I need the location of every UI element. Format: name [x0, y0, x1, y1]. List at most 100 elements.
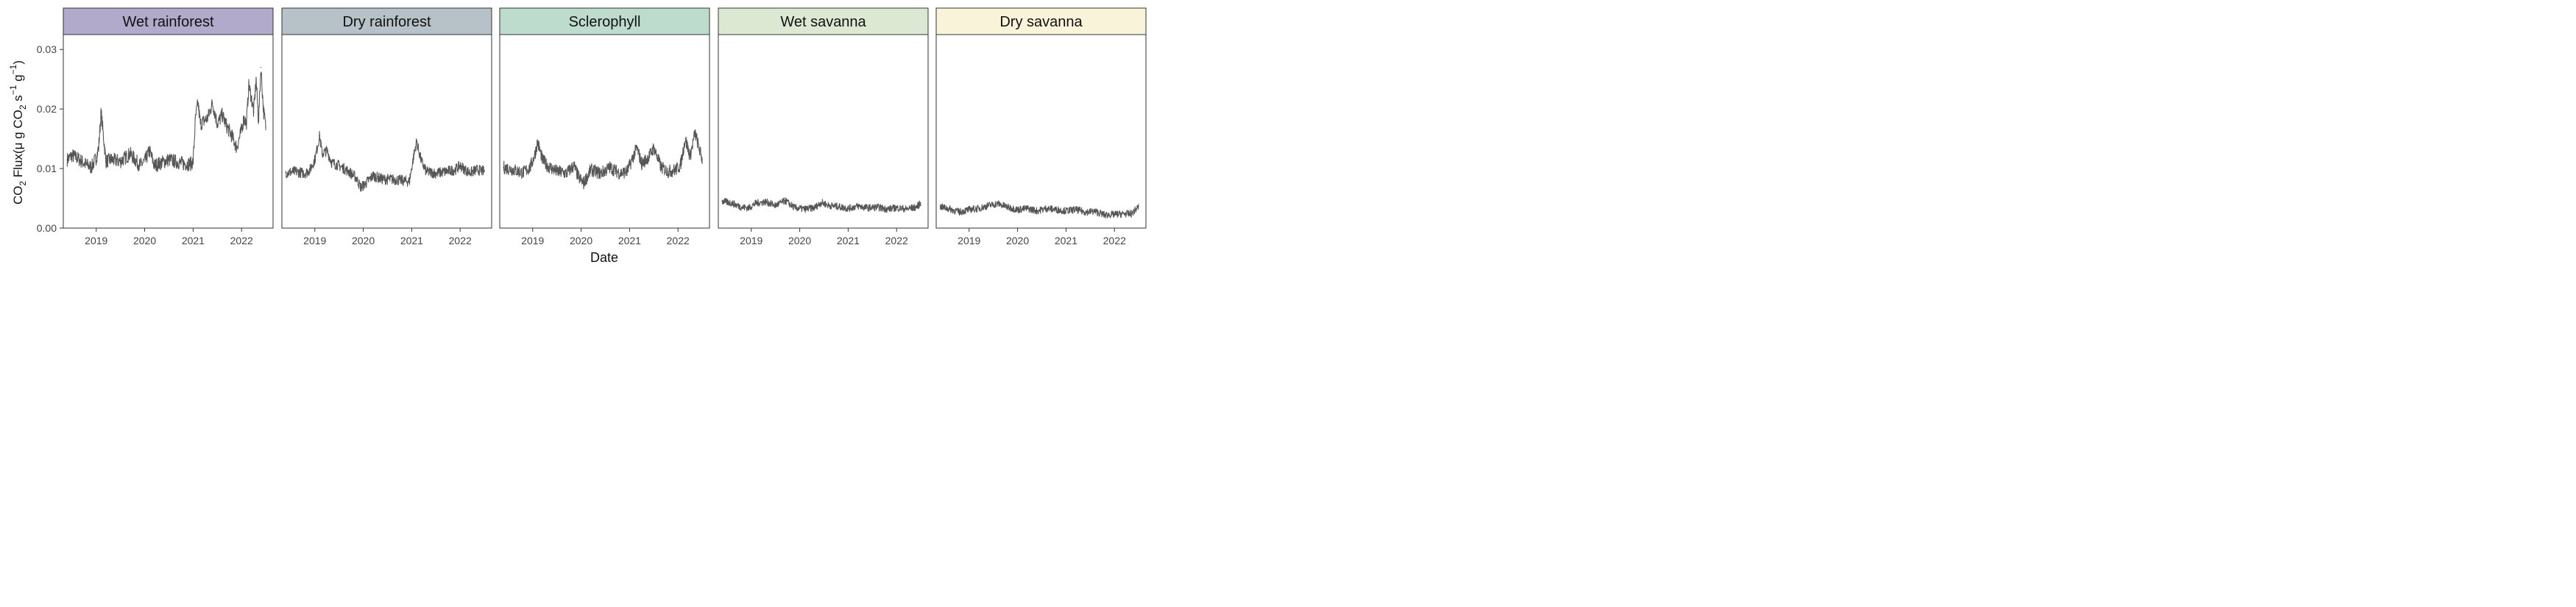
data-point [701, 159, 703, 160]
data-point [631, 159, 633, 160]
facet-panel: Dry savanna 2019 2020 2021 2022 [935, 7, 1147, 246]
data-point [675, 169, 676, 171]
x-tick-label: 2021 [837, 235, 860, 246]
data-point [821, 202, 822, 203]
data-point [253, 111, 255, 113]
y-tick-label: 0.01 [37, 163, 57, 174]
data-point [537, 141, 538, 143]
facet-panel: Dry rainforest 2019 2020 2021 2022 [281, 7, 492, 246]
data-point [546, 165, 548, 166]
y-axis-title-part: 2 [18, 181, 28, 186]
data-point [641, 163, 643, 165]
data-point [794, 207, 796, 209]
x-tick-label: 2022 [667, 235, 690, 246]
data-point [648, 156, 650, 157]
data-point [529, 166, 531, 168]
facet-panel: Sclerophyll 2019 2020 2021 2022 [499, 7, 710, 246]
plot-panel [935, 34, 1147, 229]
x-tick-label: 2022 [449, 235, 472, 246]
facet-strip-label: Sclerophyll [569, 14, 641, 30]
x-tick-label: 2022 [230, 235, 253, 246]
data-point [857, 205, 859, 207]
data-point [71, 155, 73, 156]
data-point [660, 166, 662, 168]
data-point [1114, 213, 1115, 215]
data-point [192, 160, 194, 162]
data-point [1085, 211, 1086, 213]
data-point [566, 172, 567, 174]
series-line [66, 71, 266, 174]
data-point [250, 96, 252, 98]
series-line [939, 200, 1139, 219]
data-point [81, 160, 82, 162]
facet-strip-label: Wet rainforest [122, 14, 214, 30]
x-tick-label: 2019 [958, 235, 980, 246]
data-point [590, 169, 592, 171]
data-point [775, 205, 776, 206]
x-tick-label: 2022 [1103, 235, 1126, 246]
facet-strip-label: Wet savanna [780, 14, 866, 30]
y-axis-title-part: 2 [18, 104, 28, 110]
data-point [120, 160, 121, 162]
data-point [66, 159, 68, 160]
x-tick-label: 2021 [400, 235, 423, 246]
data-point [573, 165, 575, 166]
data-point [445, 171, 447, 172]
data-point [534, 153, 536, 155]
data-point [408, 181, 410, 182]
data-point [1046, 207, 1047, 209]
facet-strip-label: Dry rainforest [342, 14, 431, 30]
y-axis-title: CO2 Flux(μ g CO2 s−1 g−1) [8, 60, 28, 205]
data-point [197, 102, 199, 104]
series-line [285, 131, 485, 192]
y-axis-title-part: Flux( [11, 149, 25, 181]
plot-panel [499, 34, 710, 229]
x-tick-label: 2019 [521, 235, 544, 246]
data-point [578, 177, 579, 178]
facet-panel: Wet savanna 2019 2020 2021 2022 [718, 7, 929, 246]
data-point [294, 171, 297, 172]
data-point [1075, 209, 1077, 210]
y-axis-title-part: −1 [8, 85, 18, 95]
facet-panel: Wet rainforest 2019 2020 2021 2022 [63, 7, 274, 246]
data-point [98, 147, 99, 149]
data-point [382, 179, 383, 180]
y-axis-title-part: g CO [11, 110, 25, 142]
data-point [838, 206, 839, 207]
data-point [626, 171, 628, 172]
data-point [231, 135, 233, 137]
x-tick-label: 2020 [133, 235, 156, 246]
data-point [1055, 209, 1057, 210]
data-point [365, 182, 367, 184]
facet-strip [935, 7, 1147, 35]
y-axis-title-part: −1 [8, 64, 18, 74]
data-point [464, 169, 466, 171]
y-tick-label: 0.00 [37, 222, 57, 234]
x-tick-label: 2020 [788, 235, 811, 246]
data-point [420, 160, 422, 162]
data-point [241, 129, 242, 131]
data-point [91, 166, 92, 168]
data-point [1123, 213, 1125, 215]
data-point [886, 208, 888, 210]
data-point [319, 135, 320, 137]
data-point [309, 169, 311, 171]
data-point [212, 102, 213, 104]
data-point [1104, 214, 1105, 216]
data-point [455, 169, 456, 171]
data-point [997, 203, 999, 205]
data-point [484, 171, 485, 172]
data-point [372, 175, 374, 177]
series-line [503, 129, 703, 190]
data-point [355, 177, 357, 178]
data-point [100, 111, 102, 113]
x-tick-label: 2020 [352, 235, 375, 246]
data-point [978, 207, 980, 209]
data-point [847, 207, 849, 209]
data-point [813, 207, 815, 209]
y-axis-title-part: μ [11, 143, 25, 150]
data-point [721, 200, 723, 202]
x-tick-label: 2021 [618, 235, 641, 246]
x-axis-title: Date [590, 250, 618, 265]
data-point [958, 211, 960, 213]
